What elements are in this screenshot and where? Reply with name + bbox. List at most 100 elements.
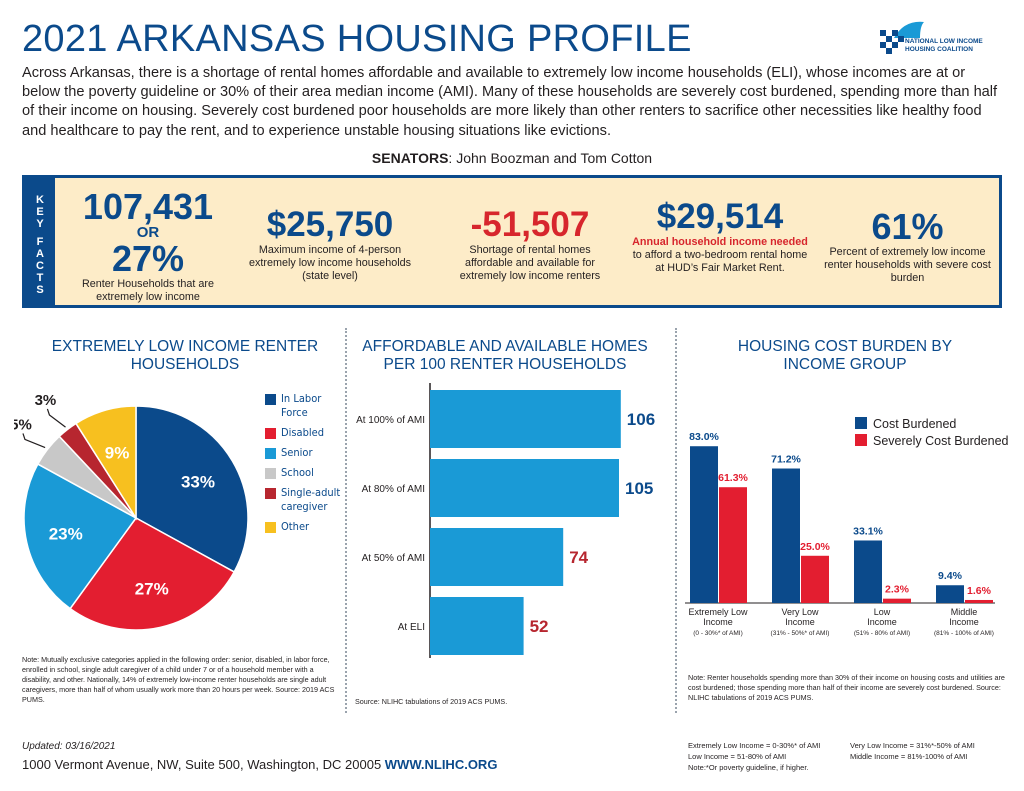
homes-bar-value: 105 <box>625 479 653 498</box>
fact2-desc: Maximum income of 4-person extremely low… <box>248 244 412 282</box>
burden-category-line2: Income <box>867 617 897 627</box>
senators-names: : John Boozman and Tom Cotton <box>448 150 653 166</box>
burden-category-sub: (31% - 50%* of AMI) <box>771 630 830 637</box>
burden-bar <box>965 599 993 603</box>
burden-bar-value: 1.6% <box>967 585 992 597</box>
legend-swatch <box>265 394 276 405</box>
burden-category-line1: Middle <box>951 607 978 617</box>
side-letter: K <box>36 194 44 206</box>
burden-bar-value: 83.0% <box>689 431 719 443</box>
fact1-desc: Renter Households that are extremely low… <box>81 278 215 303</box>
def-very-low: Very Low Income = 31%*-50% of AMI <box>850 741 975 750</box>
bar-chart-title: AFFORDABLE AND AVAILABLE HOMES PER 100 R… <box>362 338 648 373</box>
burden-bar-value: 33.1% <box>853 525 883 537</box>
burden-chart-title: HOUSING COST BURDEN BY INCOME GROUP <box>737 338 953 373</box>
homes-bar <box>430 459 619 517</box>
logo-text: NATIONAL LOW INCOME HOUSING COALITION <box>905 38 1005 54</box>
burden-bar <box>772 468 800 603</box>
burden-legend-swatch <box>855 434 867 446</box>
burden-bar-value: 2.3% <box>885 584 910 596</box>
nlihc-website-link[interactable]: WWW.NLIHC.ORG <box>384 757 498 772</box>
burden-category-line1: Very Low <box>781 607 819 617</box>
legend-label: Disabled <box>281 426 325 439</box>
key-fact-shortage: -51,507 Shortage of rental homes afforda… <box>430 178 630 283</box>
homes-bar-category: At ELI <box>398 622 425 633</box>
pie-slice-disabled <box>69 517 236 631</box>
burden-category-line1: Low <box>874 607 891 617</box>
burden-bar <box>883 598 911 603</box>
burden-bar <box>719 487 747 603</box>
nlihc-logo <box>880 21 924 54</box>
burden-bar <box>854 540 882 603</box>
section-divider-2 <box>675 328 677 713</box>
section-divider-1 <box>345 328 347 713</box>
homes-bar-category: At 100% of AMI <box>356 415 425 426</box>
def-eli: Extremely Low Income = 0-30%* of AMI <box>688 741 821 750</box>
senators-line: SENATORS: John Boozman and Tom Cotton <box>0 150 1024 166</box>
legend-label: Senior <box>281 446 313 459</box>
fact1-or: OR <box>136 224 160 241</box>
page-title: 2021 ARKANSAS HOUSING PROFILE <box>22 18 692 60</box>
bar-note: Source: NLIHC tabulations of 2019 ACS PU… <box>355 697 508 706</box>
pie-note: Note: Mutually exclusive categories appl… <box>22 655 335 704</box>
burden-category-line1: Extremely Low <box>688 607 748 617</box>
homes-bar-value: 106 <box>627 410 655 429</box>
key-fact-max-income: $25,750 Maximum income of 4-person extre… <box>240 178 420 283</box>
fact3-desc: Shortage of rental homes affordable and … <box>459 244 601 282</box>
homes-bar-category: At 80% of AMI <box>362 484 425 495</box>
key-fact-severe-burden: 61% Percent of extremely low income rent… <box>820 178 995 285</box>
logo-line2: HOUSING COALITION <box>905 46 973 53</box>
burden-bar-value: 25.0% <box>800 541 830 553</box>
fact5-desc: Percent of extremely low income renter h… <box>824 246 991 284</box>
fact1-percent: 27% <box>111 238 185 279</box>
pie-value-label: 5% <box>14 416 32 433</box>
homes-bar <box>430 390 621 448</box>
fact4-number: $29,514 <box>656 197 784 236</box>
burden-bar-value: 71.2% <box>771 454 801 466</box>
homes-bar <box>430 597 524 655</box>
legend-label: Single-adult caregiver <box>281 486 341 513</box>
side-letter: A <box>36 248 44 260</box>
burden-bar-value: 61.3% <box>718 472 748 484</box>
pie-value-label: 23% <box>49 525 83 544</box>
fact4-desc: to afford a two-bedroom rental home at H… <box>632 249 808 274</box>
burden-category-line2: Income <box>949 617 979 627</box>
burden-bar <box>801 555 829 603</box>
homes-bar-value: 52 <box>530 617 549 636</box>
burden-category-sub: (0 - 30%* of AMI) <box>693 630 743 637</box>
fact2-number: $25,750 <box>266 205 394 244</box>
senators-label: SENATORS <box>371 150 449 166</box>
logo-line1: NATIONAL LOW INCOME <box>905 38 983 45</box>
fact3-number: -51,507 <box>470 205 590 244</box>
pie-slice-senior <box>23 463 138 610</box>
legend-swatch <box>265 522 276 533</box>
pie-value-label: 3% <box>35 392 57 409</box>
homes-bar-category: At 50% of AMI <box>362 553 425 564</box>
homes-bar <box>430 528 564 586</box>
definitions-left: Extremely Low Income = 0-30%* of AMI Low… <box>688 740 820 773</box>
address-text: 1000 Vermont Avenue, NW, Suite 500, Wash… <box>22 757 385 772</box>
pie-leader-line <box>46 408 66 428</box>
pie-value-label: 27% <box>135 579 169 598</box>
burden-legend-swatch <box>855 417 867 429</box>
def-low: Low Income = 51-80% of AMI <box>688 752 787 761</box>
def-middle: Middle Income = 81%-100% of AMI <box>850 752 968 761</box>
legend-swatch <box>265 488 276 499</box>
key-fact-income-needed: $29,514 Annual household income needed t… <box>630 178 810 275</box>
pie-value-label: 33% <box>181 472 215 491</box>
burden-category-sub: (51% - 80% of AMI) <box>854 630 910 637</box>
fact1-number: 107,431 <box>82 186 214 227</box>
side-letter: Y <box>36 218 44 230</box>
burden-bar-chart: 83.0% 61.3% Extremely Low Income (0 - 30%* o… <box>685 417 1009 637</box>
legend-label: Other <box>281 520 310 533</box>
burden-note: Note: Renter households spending more th… <box>688 673 1005 702</box>
intro-paragraph: Across Arkansas, there is a shortage of … <box>22 65 998 139</box>
pie-chart: 33% 27% 23% 5%3% 9% <box>14 392 249 631</box>
burden-category-sub: (81% - 100% of AMI) <box>934 630 994 637</box>
legend-swatch <box>265 448 276 459</box>
updated-date: Updated: 03/16/2021 <box>22 741 116 752</box>
side-letter: T <box>36 272 44 284</box>
pie-value-label: 9% <box>105 444 130 463</box>
